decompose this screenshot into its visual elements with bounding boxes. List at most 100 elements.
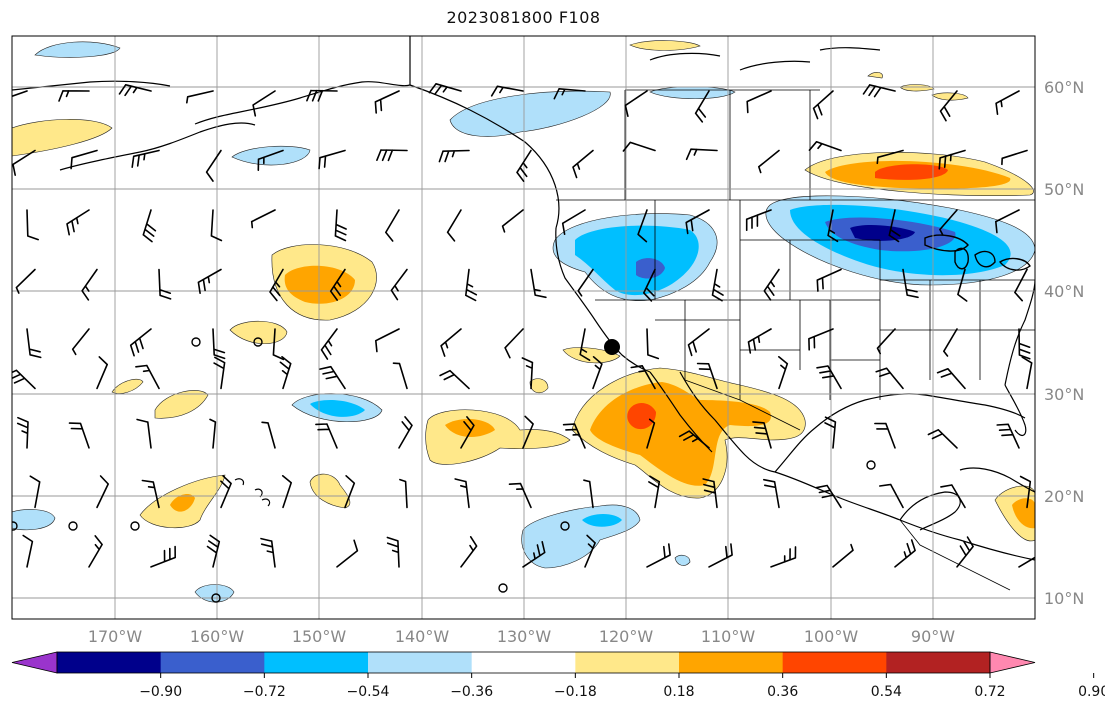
wind-barb [996, 423, 1020, 449]
anomaly-pos-arctic [629, 40, 701, 51]
wind-barb [876, 328, 896, 355]
wind-barb [902, 268, 919, 299]
wind-barb [521, 357, 534, 390]
anomaly-pos-small3 [154, 390, 209, 419]
colorbar-tick-label: −0.54 [347, 684, 390, 700]
wind-barb [209, 418, 217, 449]
colorbar-segment [575, 652, 680, 673]
anomaly-pos-mexico-red [627, 403, 656, 430]
wind-barb [465, 268, 478, 302]
wind-barb [637, 209, 648, 243]
wind-barb [940, 484, 966, 509]
wind-barb [318, 149, 346, 170]
anomaly-neg-northpac [231, 145, 311, 166]
colorbar-tick-label: 0.72 [974, 684, 1005, 700]
wind-barb [758, 149, 780, 174]
wind-barb [261, 421, 276, 449]
colorbar-tick-label: −0.90 [139, 684, 182, 700]
wind-barb [136, 418, 152, 449]
wind-barb [385, 209, 400, 242]
wind-barb [490, 85, 524, 97]
wind-barb [685, 209, 710, 235]
wind-barb [213, 356, 226, 390]
wind-barb [392, 362, 408, 390]
wind-barb [135, 364, 160, 390]
anomaly-neg-aleutian [34, 41, 121, 58]
wind-barb [702, 478, 718, 509]
wind-barb [995, 90, 1020, 115]
wind-barb [746, 90, 772, 114]
wind-barb [260, 537, 276, 568]
wind-barb [329, 268, 346, 301]
wind-barb [876, 149, 904, 165]
colorbar-segment [264, 652, 369, 673]
anomaly-pos-hawaii-core [170, 494, 195, 512]
wind-barb [269, 268, 284, 302]
wind-barb [12, 369, 36, 390]
wind-barb [522, 415, 534, 449]
calm-circles [12, 337, 876, 603]
wind-barb [446, 209, 462, 242]
wind-barb [678, 430, 710, 449]
wind-barb [142, 209, 157, 243]
wind-barb [131, 149, 160, 168]
lat-label: 10°N [1044, 589, 1084, 608]
anomaly-pos-northwest [12, 119, 113, 157]
wind-barb [957, 268, 968, 302]
wind-barb [205, 149, 222, 182]
wind-barb [808, 328, 834, 351]
lon-label: 170°W [88, 627, 143, 646]
wind-barb [88, 535, 103, 568]
colorbar-tick-label: 0.54 [871, 684, 902, 700]
map-frame [11, 35, 1036, 620]
wind-barb [747, 328, 772, 354]
colorbar-segment [368, 652, 473, 673]
wind-barb [562, 423, 586, 449]
station-marker[interactable] [604, 339, 620, 355]
wind-barb [375, 328, 400, 353]
wind-barb [272, 328, 285, 361]
wind-barb [939, 209, 958, 236]
lon-label: 90°W [911, 627, 955, 646]
wind-barb [894, 539, 916, 568]
wind-barb [812, 90, 834, 120]
wind-barb [939, 90, 958, 122]
wind-barb [281, 475, 292, 509]
wind-barb [306, 89, 338, 102]
longitude-labels: 170°W 160°W 150°W 140°W 130°W 120°W 110°… [88, 627, 955, 646]
wind-barb [1018, 556, 1035, 568]
wind-barb [646, 328, 660, 360]
lon-label: 140°W [395, 627, 450, 646]
wind-barb [334, 209, 347, 242]
wind-barb [252, 90, 276, 117]
wind-barb [938, 149, 966, 170]
anomaly-pos-small1 [229, 320, 288, 344]
wind-barb [696, 362, 718, 390]
anomaly-neg-south-mid [582, 514, 622, 527]
wind-barb [141, 479, 160, 509]
wind-barb [584, 534, 596, 568]
anomaly-neg-gulf-alaska [449, 90, 611, 137]
wind-barbs [12, 83, 1035, 568]
graticule [12, 36, 1035, 619]
wind-barb [956, 536, 974, 568]
colorbar-segment [782, 652, 887, 673]
wind-barb [374, 90, 400, 114]
colorbar [11, 651, 1036, 674]
colorbar-extend-min [11, 651, 58, 674]
wind-barb [129, 328, 152, 357]
wind-barb [96, 475, 109, 509]
wind-barb [390, 268, 408, 301]
wind-barb [763, 478, 780, 509]
latitude-labels: 60°N 50°N 40°N 30°N 20°N 10°N [1044, 78, 1084, 608]
wind-barb [454, 478, 470, 509]
wind-barb [592, 356, 603, 390]
colorbar-segment [160, 652, 265, 673]
wind-barb [440, 328, 462, 357]
wind-barb [96, 356, 108, 390]
wind-barb [1018, 328, 1031, 360]
wind-barb [530, 268, 547, 299]
wind-barb [583, 479, 594, 509]
wind-barb [622, 141, 656, 152]
